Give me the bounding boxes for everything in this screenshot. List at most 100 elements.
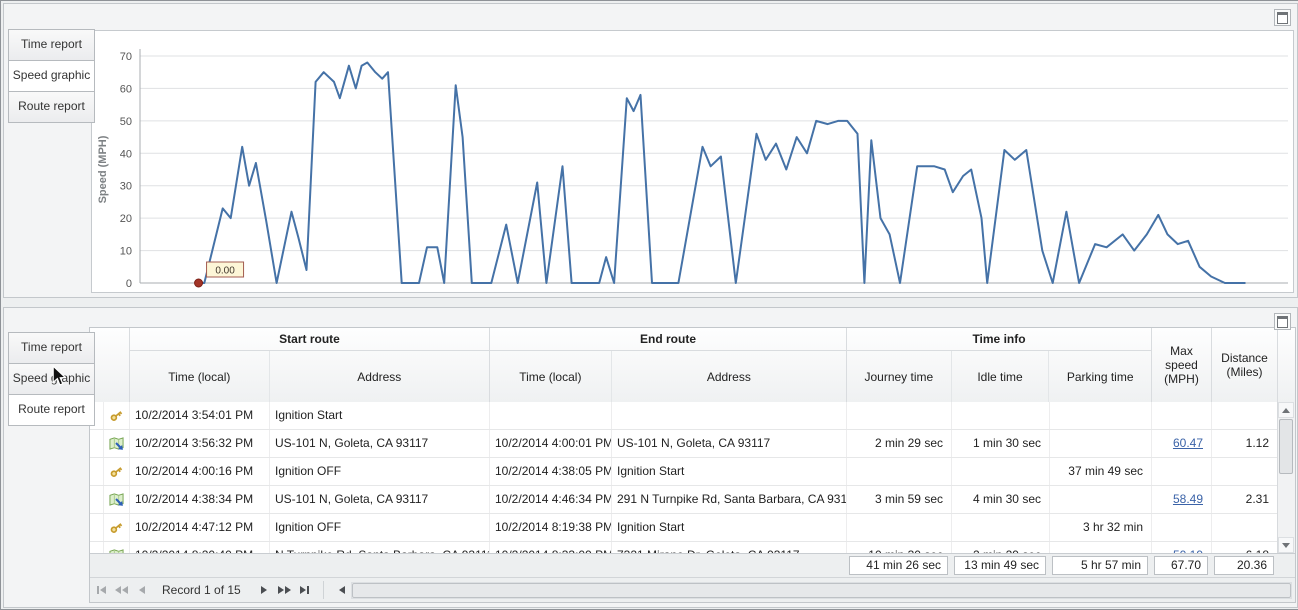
tab-route-report[interactable]: Route report — [8, 91, 95, 123]
first-icon — [97, 586, 99, 594]
route-icon — [104, 486, 130, 513]
hscroll-left-button[interactable] — [334, 582, 351, 599]
table-row[interactable]: 10/2/2014 4:47:12 PM Ignition OFF 10/2/201… — [90, 514, 1278, 542]
route-icon — [104, 542, 130, 553]
grid-rows: 10/2/2014 3:54:01 PM Ignition Start 10/2/2… — [90, 402, 1278, 553]
table-cell — [847, 514, 952, 541]
pager-last-button[interactable] — [296, 582, 313, 599]
table-cell — [1212, 402, 1278, 429]
pager-first-button[interactable] — [93, 582, 110, 599]
table-cell — [847, 458, 952, 485]
summary-max-speed: 67.70 — [1154, 556, 1208, 575]
table-row[interactable]: 10/2/2014 4:38:34 PM US-101 N, Goleta, CA… — [90, 486, 1278, 514]
speed-chart: 0 10 20 30 40 50 60 70 Speed (MPH) 0.00 — [91, 30, 1294, 293]
table-cell: 2 min 29 sec — [952, 542, 1050, 553]
table-row[interactable]: 10/2/2014 3:56:32 PM US-101 N, Goleta, CA… — [90, 430, 1278, 458]
scroll-down-button[interactable] — [1278, 537, 1294, 553]
column-header-journey-time[interactable]: Journey time — [847, 351, 952, 402]
route-report-panel: Time report Speed graphic Route report Sta… — [3, 307, 1298, 608]
table-cell: Ignition Start — [270, 402, 490, 429]
horizontal-scrollbar[interactable] — [350, 581, 1292, 599]
max-speed-link[interactable]: 50.19 — [1152, 542, 1212, 553]
table-cell: 7321 Mirano Dr, Goleta, CA 93117 — [612, 542, 847, 553]
prev-icon — [138, 586, 145, 594]
start-marker — [194, 278, 204, 288]
collapse-icon — [1277, 315, 1288, 328]
table-cell: 10/2/2014 4:47:12 PM — [130, 514, 270, 541]
row-indicator — [90, 458, 104, 485]
tab-speed-graphic[interactable]: Speed graphic — [8, 363, 95, 395]
tab-time-report[interactable]: Time report — [8, 332, 95, 364]
table-row[interactable]: 10/2/2014 8:20:40 PMN Turnpike Rd, Santa… — [90, 542, 1278, 553]
speed-line — [198, 61, 1246, 284]
panel-splitter[interactable] — [1, 297, 1298, 307]
tab-time-report[interactable]: Time report — [8, 29, 95, 61]
scroll-up-button[interactable] — [1278, 402, 1294, 418]
table-cell — [1152, 514, 1212, 541]
down-arrow-icon — [1282, 542, 1290, 548]
collapse-bottom-panel-button[interactable] — [1274, 313, 1291, 330]
table-row[interactable]: 10/2/2014 4:00:16 PM Ignition OFF 10/2/201… — [90, 458, 1278, 486]
max-speed-link[interactable]: 58.49 — [1152, 486, 1212, 513]
column-header-distance-miles[interactable]: Distance (Miles) — [1212, 328, 1278, 402]
pager-prev-button[interactable] — [133, 582, 150, 599]
first-icon — [100, 586, 106, 594]
table-cell — [1152, 458, 1212, 485]
table-cell — [612, 402, 847, 429]
route-icon — [104, 430, 130, 457]
max-speed-link[interactable]: 60.47 — [1152, 430, 1212, 457]
table-cell: 3 min 59 sec — [847, 486, 952, 513]
table-cell: 10/2/2014 3:56:32 PM — [130, 430, 270, 457]
table-cell: 2 min 29 sec — [847, 430, 952, 457]
column-header-parking-time[interactable]: Parking time — [1066, 369, 1134, 384]
table-cell: Ignition OFF — [270, 458, 490, 485]
column-group-end-route: End route Time (local) Address — [490, 328, 847, 402]
marker-annotation: 0.00 — [215, 266, 235, 277]
table-row[interactable]: 10/2/2014 3:54:01 PM Ignition Start — [90, 402, 1278, 430]
table-cell: N Turnpike Rd, Santa Barbara, CA 93111 — [270, 542, 490, 553]
table-cell — [1212, 458, 1278, 485]
tab-route-report[interactable]: Route report — [8, 394, 95, 426]
summary-row: 41 min 26 sec 13 min 49 sec 5 hr 57 min 67.… — [90, 553, 1295, 578]
up-arrow-icon — [1282, 407, 1290, 413]
row-indicator — [90, 486, 104, 513]
column-header-idle-time[interactable]: Idle time — [952, 351, 1050, 402]
prev-page-icon — [122, 586, 128, 594]
column-group-label[interactable]: Time info — [847, 328, 1151, 351]
pager-next-page-button[interactable] — [276, 582, 293, 599]
table-cell: 2.31 — [1212, 486, 1278, 513]
bottom-tab-strip: Time report Speed graphic Route report — [8, 332, 95, 426]
tab-speed-graphic[interactable]: Speed graphic — [8, 60, 95, 92]
table-cell — [952, 514, 1050, 541]
pager-prev-page-button[interactable] — [113, 582, 130, 599]
column-header-address[interactable]: Address — [357, 369, 402, 384]
vertical-scrollbar-thumb[interactable] — [1279, 419, 1293, 474]
column-group-label[interactable]: Start route — [130, 328, 489, 351]
column-header-address[interactable]: Address — [706, 369, 751, 384]
column-header-max-speed-mph[interactable]: Max speed (MPH) — [1152, 328, 1212, 402]
next-icon — [261, 586, 268, 594]
horizontal-scrollbar-thumb[interactable] — [351, 582, 1291, 598]
y-tick-label: 30 — [120, 181, 132, 193]
y-axis-title: Speed (MPH) — [97, 135, 109, 203]
column-group-time-info: Time info Journey time Idle time Parking ti… — [847, 328, 1152, 402]
y-tick-label: 60 — [120, 83, 132, 95]
vertical-scrollbar[interactable] — [1277, 402, 1295, 553]
column-header-time-local[interactable]: Time (local) — [130, 351, 270, 402]
table-cell: 1 min 30 sec — [952, 430, 1050, 457]
column-group-label[interactable]: End route — [490, 328, 846, 351]
table-cell: Ignition Start — [612, 514, 847, 541]
pager-next-button[interactable] — [256, 582, 273, 599]
row-indicator — [90, 430, 104, 457]
table-cell: 291 N Turnpike Rd, Santa Barbara, CA 931… — [612, 486, 847, 513]
column-header-time-local[interactable]: Time (local) — [490, 351, 612, 402]
table-cell: 1.12 — [1212, 430, 1278, 457]
collapse-top-panel-button[interactable] — [1274, 9, 1291, 26]
table-cell: Ignition Start — [612, 458, 847, 485]
table-cell: 4 min 30 sec — [952, 486, 1050, 513]
table-cell: 10/2/2014 4:46:34 PM — [490, 486, 612, 513]
y-tick-label: 20 — [120, 213, 132, 225]
next-page-icon — [277, 586, 284, 594]
key-icon — [104, 458, 130, 485]
route-report-grid: Start route Time (local) Address End route T… — [89, 327, 1296, 603]
